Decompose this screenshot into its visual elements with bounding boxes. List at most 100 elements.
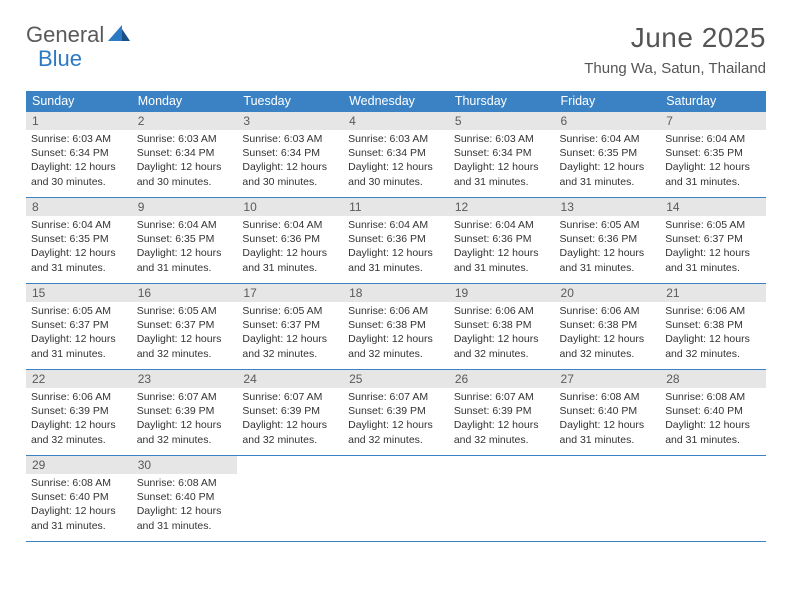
daylight-line: Daylight: 12 hours and 32 minutes. <box>348 332 444 360</box>
day-cell: 15Sunrise: 6:05 AMSunset: 6:37 PMDayligh… <box>26 284 132 370</box>
daylight-line: Daylight: 12 hours and 32 minutes. <box>137 332 233 360</box>
logo: General <box>26 22 132 48</box>
day-number: 22 <box>26 370 132 388</box>
sunrise-line: Sunrise: 6:07 AM <box>454 390 550 404</box>
calendar-body: 1Sunrise: 6:03 AMSunset: 6:34 PMDaylight… <box>26 112 766 542</box>
sunset-line: Sunset: 6:35 PM <box>560 146 656 160</box>
day-details: Sunrise: 6:08 AMSunset: 6:40 PMDaylight:… <box>660 388 766 451</box>
day-header-row: Sunday Monday Tuesday Wednesday Thursday… <box>26 91 766 112</box>
day-details: Sunrise: 6:04 AMSunset: 6:35 PMDaylight:… <box>555 130 661 193</box>
day-details: Sunrise: 6:03 AMSunset: 6:34 PMDaylight:… <box>237 130 343 193</box>
sunset-line: Sunset: 6:34 PM <box>348 146 444 160</box>
day-header-tue: Tuesday <box>237 91 343 112</box>
day-cell: 19Sunrise: 6:06 AMSunset: 6:38 PMDayligh… <box>449 284 555 370</box>
day-number: 24 <box>237 370 343 388</box>
day-header-wed: Wednesday <box>343 91 449 112</box>
day-details: Sunrise: 6:04 AMSunset: 6:36 PMDaylight:… <box>343 216 449 279</box>
location-text: Thung Wa, Satun, Thailand <box>584 60 766 77</box>
day-details: Sunrise: 6:08 AMSunset: 6:40 PMDaylight:… <box>132 474 238 537</box>
day-cell: 23Sunrise: 6:07 AMSunset: 6:39 PMDayligh… <box>132 370 238 456</box>
sunset-line: Sunset: 6:39 PM <box>31 404 127 418</box>
sunrise-line: Sunrise: 6:06 AM <box>454 304 550 318</box>
day-number: 13 <box>555 198 661 216</box>
day-number: 18 <box>343 284 449 302</box>
daylight-line: Daylight: 12 hours and 32 minutes. <box>137 418 233 446</box>
day-cell: 2Sunrise: 6:03 AMSunset: 6:34 PMDaylight… <box>132 112 238 198</box>
sunset-line: Sunset: 6:36 PM <box>348 232 444 246</box>
day-details: Sunrise: 6:08 AMSunset: 6:40 PMDaylight:… <box>555 388 661 451</box>
sunset-line: Sunset: 6:38 PM <box>348 318 444 332</box>
sunrise-line: Sunrise: 6:03 AM <box>454 132 550 146</box>
day-number: 30 <box>132 456 238 474</box>
sunrise-line: Sunrise: 6:06 AM <box>348 304 444 318</box>
sunset-line: Sunset: 6:37 PM <box>137 318 233 332</box>
daylight-line: Daylight: 12 hours and 31 minutes. <box>31 504 127 532</box>
day-details: Sunrise: 6:04 AMSunset: 6:36 PMDaylight:… <box>237 216 343 279</box>
day-number: 1 <box>26 112 132 130</box>
day-details: Sunrise: 6:07 AMSunset: 6:39 PMDaylight:… <box>449 388 555 451</box>
calendar-table: Sunday Monday Tuesday Wednesday Thursday… <box>26 91 766 542</box>
day-details: Sunrise: 6:05 AMSunset: 6:37 PMDaylight:… <box>237 302 343 365</box>
day-cell: 24Sunrise: 6:07 AMSunset: 6:39 PMDayligh… <box>237 370 343 456</box>
week-row: 29Sunrise: 6:08 AMSunset: 6:40 PMDayligh… <box>26 456 766 542</box>
day-number: 4 <box>343 112 449 130</box>
day-cell: 6Sunrise: 6:04 AMSunset: 6:35 PMDaylight… <box>555 112 661 198</box>
sunrise-line: Sunrise: 6:04 AM <box>31 218 127 232</box>
daylight-line: Daylight: 12 hours and 31 minutes. <box>560 418 656 446</box>
logo-blue-row: Blue <box>38 46 82 72</box>
sunrise-line: Sunrise: 6:04 AM <box>665 132 761 146</box>
sunrise-line: Sunrise: 6:06 AM <box>31 390 127 404</box>
day-details: Sunrise: 6:04 AMSunset: 6:35 PMDaylight:… <box>132 216 238 279</box>
sunrise-line: Sunrise: 6:05 AM <box>31 304 127 318</box>
day-cell <box>343 456 449 542</box>
day-details: Sunrise: 6:03 AMSunset: 6:34 PMDaylight:… <box>132 130 238 193</box>
sunrise-line: Sunrise: 6:04 AM <box>560 132 656 146</box>
day-details: Sunrise: 6:04 AMSunset: 6:35 PMDaylight:… <box>660 130 766 193</box>
day-number: 28 <box>660 370 766 388</box>
day-details: Sunrise: 6:06 AMSunset: 6:38 PMDaylight:… <box>343 302 449 365</box>
page-header: General June 2025 Thung Wa, Satun, Thail… <box>26 22 766 77</box>
day-cell: 3Sunrise: 6:03 AMSunset: 6:34 PMDaylight… <box>237 112 343 198</box>
day-cell <box>237 456 343 542</box>
day-number: 11 <box>343 198 449 216</box>
daylight-line: Daylight: 12 hours and 30 minutes. <box>137 160 233 188</box>
day-cell: 25Sunrise: 6:07 AMSunset: 6:39 PMDayligh… <box>343 370 449 456</box>
sunrise-line: Sunrise: 6:03 AM <box>242 132 338 146</box>
day-details: Sunrise: 6:03 AMSunset: 6:34 PMDaylight:… <box>343 130 449 193</box>
day-details: Sunrise: 6:06 AMSunset: 6:38 PMDaylight:… <box>555 302 661 365</box>
sunset-line: Sunset: 6:40 PM <box>560 404 656 418</box>
daylight-line: Daylight: 12 hours and 32 minutes. <box>242 332 338 360</box>
day-cell: 11Sunrise: 6:04 AMSunset: 6:36 PMDayligh… <box>343 198 449 284</box>
day-cell <box>660 456 766 542</box>
day-details: Sunrise: 6:07 AMSunset: 6:39 PMDaylight:… <box>237 388 343 451</box>
sunset-line: Sunset: 6:34 PM <box>137 146 233 160</box>
daylight-line: Daylight: 12 hours and 31 minutes. <box>137 246 233 274</box>
daylight-line: Daylight: 12 hours and 32 minutes. <box>665 332 761 360</box>
day-details: Sunrise: 6:03 AMSunset: 6:34 PMDaylight:… <box>449 130 555 193</box>
sunset-line: Sunset: 6:40 PM <box>665 404 761 418</box>
day-number: 16 <box>132 284 238 302</box>
daylight-line: Daylight: 12 hours and 31 minutes. <box>454 160 550 188</box>
sunrise-line: Sunrise: 6:05 AM <box>242 304 338 318</box>
day-cell: 14Sunrise: 6:05 AMSunset: 6:37 PMDayligh… <box>660 198 766 284</box>
sunset-line: Sunset: 6:35 PM <box>31 232 127 246</box>
sunset-line: Sunset: 6:36 PM <box>560 232 656 246</box>
month-title: June 2025 <box>584 22 766 54</box>
day-cell: 30Sunrise: 6:08 AMSunset: 6:40 PMDayligh… <box>132 456 238 542</box>
week-row: 15Sunrise: 6:05 AMSunset: 6:37 PMDayligh… <box>26 284 766 370</box>
daylight-line: Daylight: 12 hours and 31 minutes. <box>348 246 444 274</box>
week-row: 1Sunrise: 6:03 AMSunset: 6:34 PMDaylight… <box>26 112 766 198</box>
day-cell: 20Sunrise: 6:06 AMSunset: 6:38 PMDayligh… <box>555 284 661 370</box>
day-cell: 27Sunrise: 6:08 AMSunset: 6:40 PMDayligh… <box>555 370 661 456</box>
sunset-line: Sunset: 6:39 PM <box>242 404 338 418</box>
day-number: 15 <box>26 284 132 302</box>
day-details: Sunrise: 6:05 AMSunset: 6:37 PMDaylight:… <box>26 302 132 365</box>
day-cell: 10Sunrise: 6:04 AMSunset: 6:36 PMDayligh… <box>237 198 343 284</box>
title-block: June 2025 Thung Wa, Satun, Thailand <box>584 22 766 77</box>
daylight-line: Daylight: 12 hours and 30 minutes. <box>348 160 444 188</box>
sunset-line: Sunset: 6:36 PM <box>242 232 338 246</box>
daylight-line: Daylight: 12 hours and 31 minutes. <box>454 246 550 274</box>
sunset-line: Sunset: 6:40 PM <box>31 490 127 504</box>
day-number: 8 <box>26 198 132 216</box>
day-header-thu: Thursday <box>449 91 555 112</box>
